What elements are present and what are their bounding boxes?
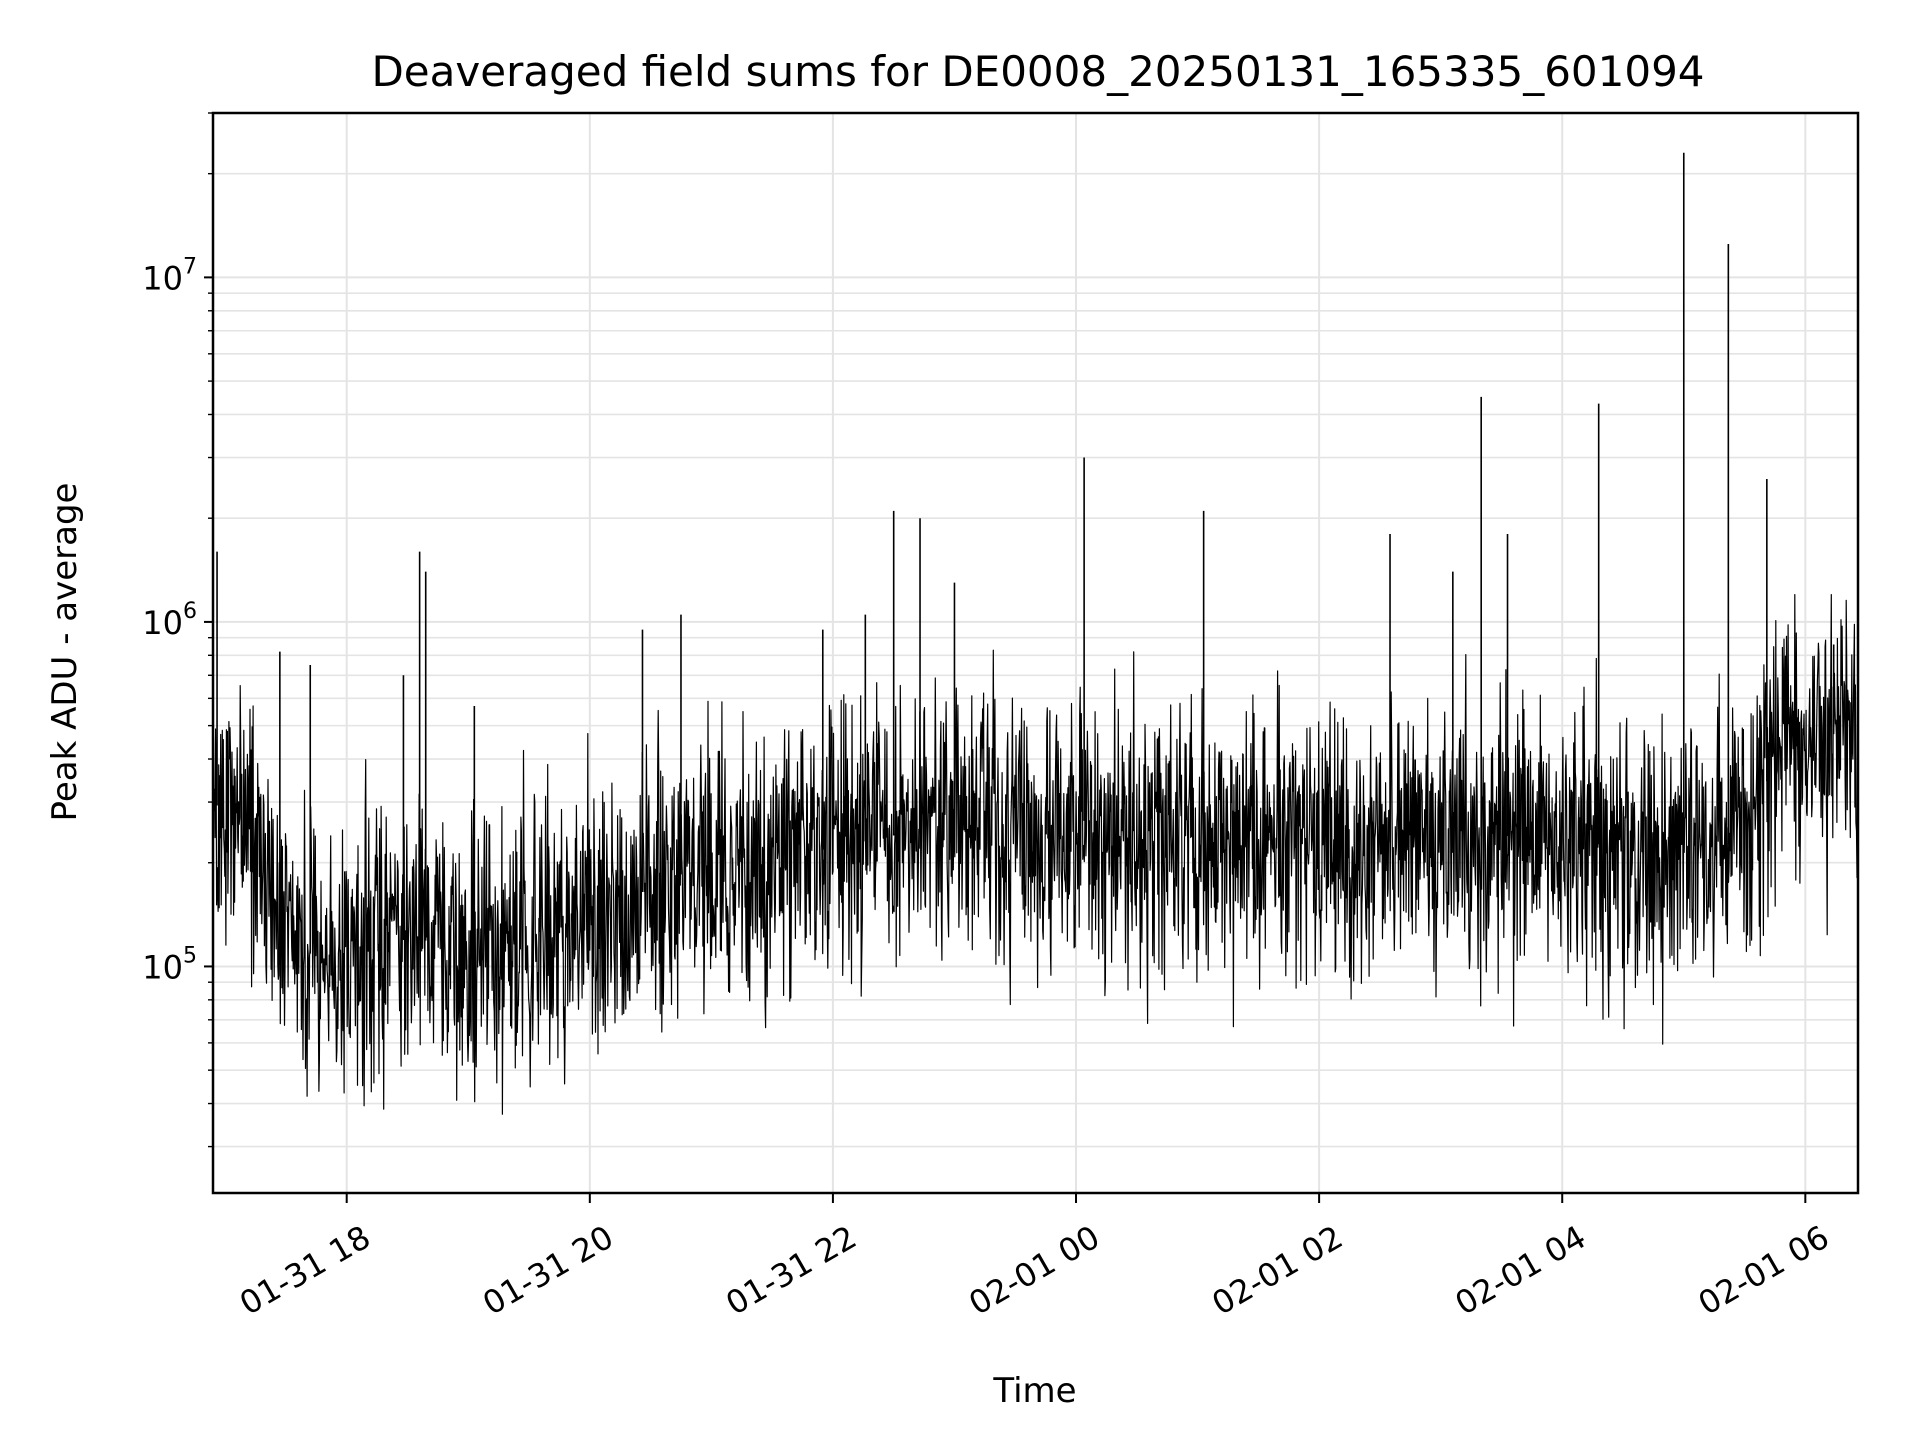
y-axis-label: Peak ADU - average — [45, 483, 85, 822]
plot-frame — [211, 111, 1860, 1195]
y-tick-label: 107 — [142, 254, 197, 297]
y-tick-label: 106 — [142, 599, 197, 642]
y-tick-base: 10 — [142, 948, 183, 986]
y-tick-exponent: 6 — [183, 599, 197, 624]
y-tick-label: 105 — [142, 943, 197, 986]
chart-title: Deaveraged field sums for DE0008_2025013… — [371, 47, 1704, 96]
x-axis-label: Time — [992, 1371, 1076, 1411]
y-tick-base: 10 — [142, 604, 183, 642]
y-tick-base: 10 — [142, 259, 183, 297]
series-group — [212, 152, 1859, 1115]
y-tick-exponent: 7 — [183, 254, 197, 279]
y-tick-exponent: 5 — [183, 943, 197, 968]
series-line — [212, 593, 1859, 1115]
